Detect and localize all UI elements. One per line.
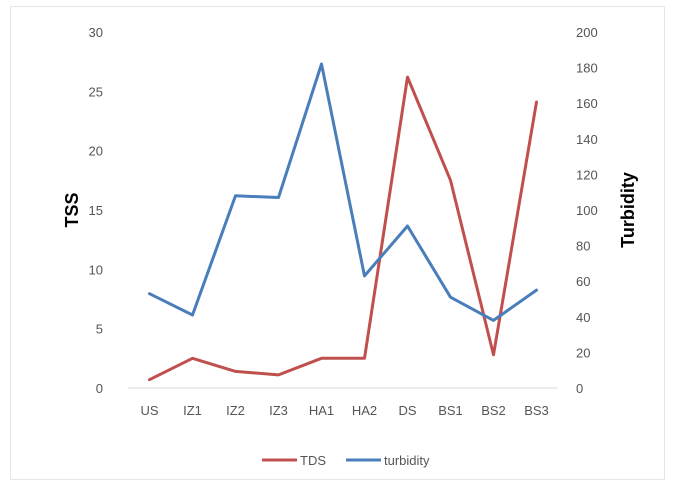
right-axis-ticks: 0 20 40 60 80 100 120 140 160 180 200: [576, 25, 598, 396]
series-lines: [148, 62, 538, 382]
legend-label-turbidity: turbidity: [384, 453, 430, 468]
x-axis-ticks: US IZ1 IZ2 IZ3 HA1 HA2 DS BS1 BS2 BS3: [140, 403, 548, 418]
right-tick-label: 160: [576, 96, 598, 111]
right-tick-label: 0: [576, 381, 583, 396]
x-tick-label: HA2: [352, 403, 377, 418]
series-line-turbidity: [148, 62, 538, 322]
left-tick-label: 5: [96, 322, 103, 337]
right-tick-label: 20: [576, 345, 590, 360]
x-tick-label: IZ3: [269, 403, 288, 418]
left-axis-ticks: 0 5 10 15 20 25 30: [89, 25, 103, 396]
legend: TDS turbidity: [262, 453, 430, 468]
x-tick-label: IZ2: [226, 403, 245, 418]
right-tick-label: 40: [576, 310, 590, 325]
left-tick-label: 0: [96, 381, 103, 396]
x-tick-label: HA1: [309, 403, 334, 418]
series-line-tds: [148, 75, 538, 382]
x-tick-label: US: [140, 403, 158, 418]
chart-frame: [10, 6, 665, 480]
right-tick-label: 140: [576, 132, 598, 147]
left-tick-label: 15: [89, 203, 103, 218]
x-tick-label: BS2: [481, 403, 506, 418]
x-tick-label: BS3: [524, 403, 549, 418]
left-axis-title: TSS: [62, 192, 82, 227]
left-tick-label: 25: [89, 84, 103, 99]
left-tick-label: 20: [89, 144, 103, 159]
right-tick-label: 80: [576, 239, 590, 254]
right-tick-label: 60: [576, 274, 590, 289]
left-tick-label: 10: [89, 262, 103, 277]
right-tick-label: 180: [576, 61, 598, 76]
x-tick-label: BS1: [438, 403, 463, 418]
x-tick-label: IZ1: [183, 403, 202, 418]
legend-label-tds: TDS: [300, 453, 326, 468]
left-tick-label: 30: [89, 25, 103, 40]
right-axis-title: Turbidity: [618, 172, 638, 248]
x-tick-label: DS: [398, 403, 416, 418]
right-tick-label: 120: [576, 167, 598, 182]
right-tick-label: 100: [576, 203, 598, 218]
right-tick-label: 200: [576, 25, 598, 40]
